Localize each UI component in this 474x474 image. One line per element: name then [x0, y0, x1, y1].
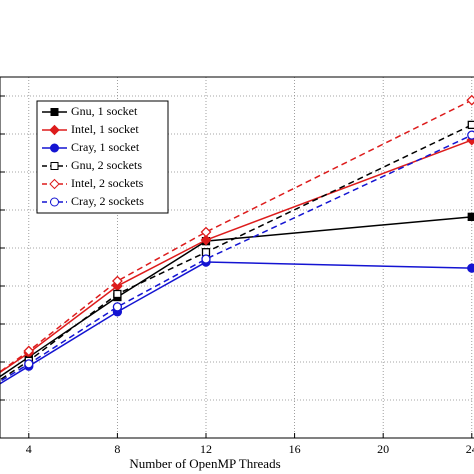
marker	[112, 302, 123, 312]
legend-symbol	[49, 178, 60, 190]
marker	[467, 263, 474, 273]
marker	[467, 120, 474, 130]
plot-frame	[0, 76, 474, 439]
marker	[24, 359, 34, 369]
x-tick-label: 24	[466, 442, 474, 456]
legend-marker	[49, 178, 60, 190]
x-axis-label: Number of OpenMP Threads	[129, 456, 280, 471]
legend-symbol	[50, 143, 59, 153]
x-tick-label: 4	[26, 442, 32, 456]
marker	[200, 226, 212, 238]
legend-label: Cray, 2 sockets	[71, 194, 144, 208]
legend-label: Intel, 1 socket	[71, 122, 139, 136]
legend-symbol	[50, 108, 59, 116]
marker	[467, 130, 474, 140]
marker	[466, 94, 474, 106]
marker	[111, 275, 123, 287]
marker	[200, 234, 212, 246]
marker	[201, 254, 211, 264]
marker	[467, 212, 474, 221]
legend-symbol	[50, 162, 59, 170]
legend-box	[36, 100, 169, 214]
legend-label: Gnu, 1 socket	[71, 104, 138, 118]
legend-symbol	[50, 197, 59, 207]
legend-marker	[50, 197, 59, 207]
series-line	[0, 134, 473, 383]
legend-symbol	[49, 124, 60, 136]
legend-marker	[50, 108, 59, 116]
plot-area	[0, 77, 474, 438]
legend-marker	[50, 162, 59, 170]
x-tick-label: 20	[377, 442, 389, 456]
marker	[23, 345, 35, 357]
marker	[113, 289, 122, 299]
series-line	[0, 216, 472, 378]
x-tick-label: 16	[289, 442, 301, 456]
legend-marker	[50, 143, 59, 153]
legend-label: Gnu, 2 sockets	[71, 158, 142, 172]
legend-marker	[49, 124, 60, 136]
legend-label: Cray, 1 socket	[71, 140, 140, 154]
x-tick-label: 8	[114, 442, 120, 456]
x-tick-label: 12	[200, 442, 212, 456]
legend-label: Intel, 2 sockets	[71, 176, 144, 190]
series-line	[0, 261, 472, 385]
